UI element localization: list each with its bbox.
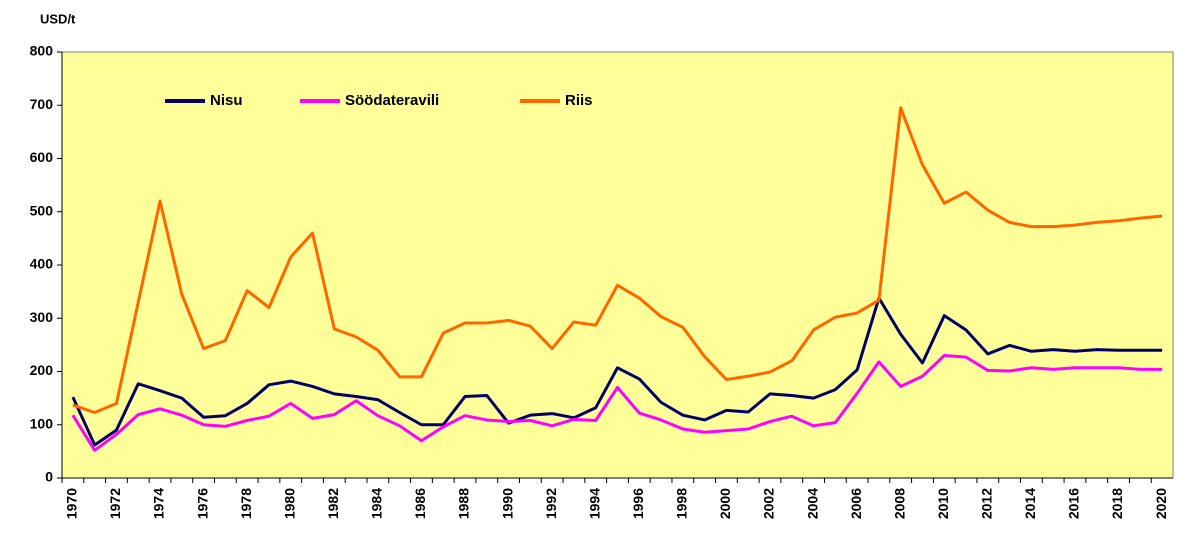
legend-label: Nisu [210, 92, 243, 109]
x-tick-label: 2020 [1153, 488, 1169, 519]
y-tick-label: 300 [30, 309, 54, 325]
legend-label: Söödateravili [345, 92, 439, 109]
x-tick-label: 2016 [1066, 488, 1082, 519]
y-tick-label: 0 [45, 469, 53, 485]
legend-label: Riis [565, 92, 593, 109]
x-tick-label: 1990 [499, 488, 515, 519]
x-tick-label: 2006 [848, 488, 864, 519]
x-tick-label: 1978 [238, 488, 254, 519]
x-tick-label: 1994 [586, 488, 602, 519]
y-tick-label: 500 [30, 202, 54, 218]
y-tick-label: 800 [30, 43, 54, 59]
x-tick-label: 1996 [630, 488, 646, 519]
x-tick-label: 2014 [1022, 488, 1038, 519]
series-line [71, 354, 1163, 452]
x-tick-label: 2008 [891, 488, 907, 519]
x-tick-label: 1972 [107, 488, 123, 519]
x-tick-label: 2018 [1109, 488, 1125, 519]
x-tick-label: 2000 [717, 488, 733, 519]
x-tick-label: 2012 [979, 488, 995, 519]
x-tick-label: 1992 [543, 488, 559, 519]
series-line [72, 106, 1163, 415]
y-tick-label: 700 [30, 96, 54, 112]
y-axis-label: USD/t [40, 11, 76, 26]
x-tick-label: 1970 [64, 488, 80, 519]
x-tick-label: 1980 [281, 488, 297, 519]
x-tick-label: 2002 [761, 488, 777, 519]
x-tick-label: 1988 [456, 488, 472, 519]
y-tick-label: 100 [30, 415, 54, 431]
plot-area [61, 51, 1174, 479]
x-tick-label: 1986 [412, 488, 428, 519]
series-line [71, 296, 1163, 447]
y-tick-label: 400 [30, 256, 54, 272]
x-tick-label: 1974 [151, 488, 167, 519]
x-tick-label: 1984 [369, 488, 385, 519]
x-tick-label: 1998 [674, 488, 690, 519]
x-tick-label: 2010 [935, 488, 951, 519]
x-tick-label: 2004 [804, 488, 820, 519]
y-tick-label: 600 [30, 149, 54, 165]
x-tick-label: 1976 [194, 488, 210, 519]
y-tick-label: 200 [30, 362, 54, 378]
x-tick-label: 1982 [325, 488, 341, 519]
